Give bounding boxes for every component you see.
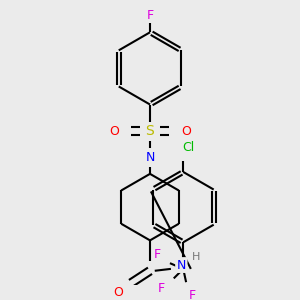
Text: H: H — [191, 253, 200, 262]
Text: F: F — [158, 282, 165, 295]
Text: Cl: Cl — [182, 141, 194, 154]
Text: O: O — [181, 124, 191, 138]
Text: O: O — [109, 124, 119, 138]
Text: S: S — [146, 124, 154, 138]
Text: O: O — [114, 286, 124, 299]
Text: F: F — [154, 248, 161, 261]
Text: N: N — [177, 259, 186, 272]
Text: F: F — [189, 289, 196, 300]
Text: H: H — [191, 253, 200, 262]
Text: N: N — [177, 259, 186, 272]
Text: F: F — [146, 9, 154, 22]
Text: N: N — [145, 151, 155, 164]
Text: N: N — [145, 151, 155, 164]
